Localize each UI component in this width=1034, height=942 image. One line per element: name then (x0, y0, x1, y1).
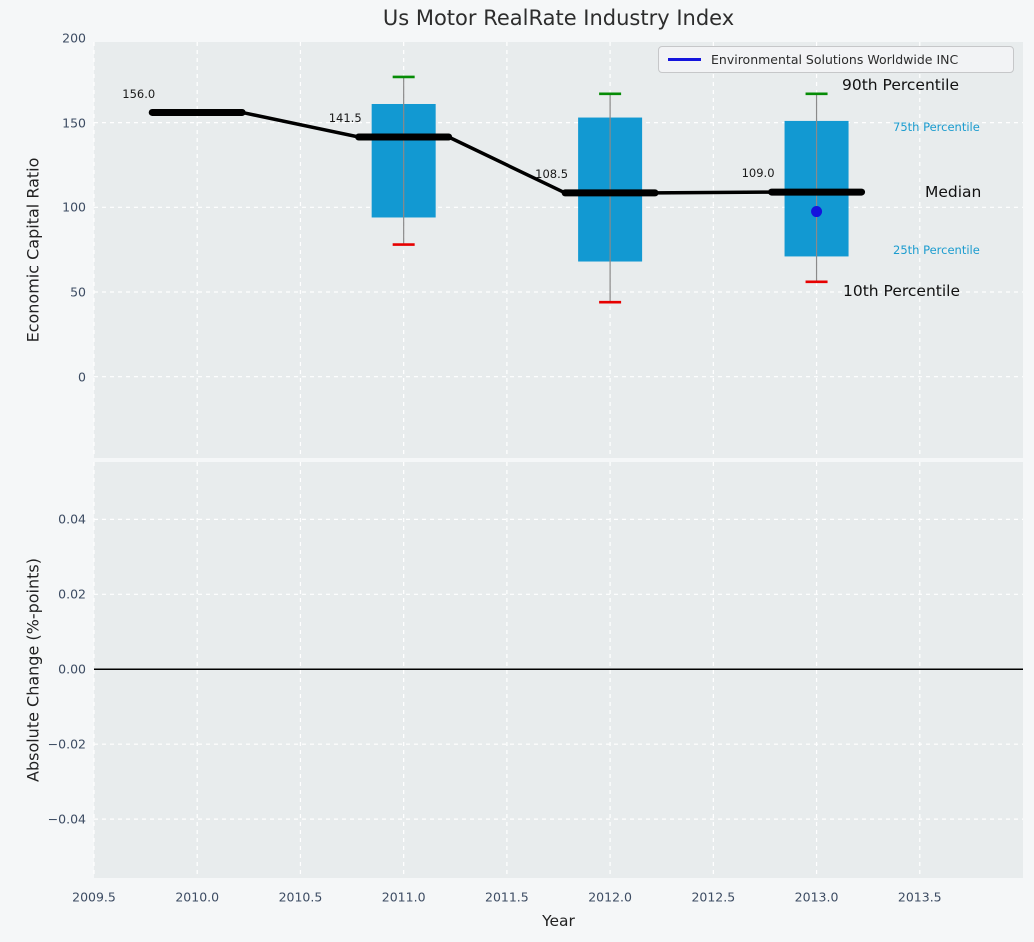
top-y-tick-label: 50 (70, 284, 86, 300)
x-tick-label: 2013.5 (897, 889, 942, 905)
median-value-annotation: 109.0 (741, 166, 775, 181)
y-axis-label-bottom: Absolute Change (%-points) (23, 558, 43, 782)
legend: Environmental Solutions Worldwide INC (658, 46, 1014, 73)
top-y-tick-label: 150 (62, 115, 86, 131)
x-axis-label: Year (542, 912, 575, 930)
x-tick-label: 2010.0 (175, 889, 220, 905)
x-tick-label: 2012.5 (691, 889, 736, 905)
bottom-y-tick-label: 0.00 (58, 661, 86, 677)
y-axis-label-top: Economic Capital Ratio (23, 157, 43, 343)
top-axes-background (94, 42, 1023, 458)
median-value-annotation: 156.0 (122, 86, 156, 101)
feature-label-75th-percentile: 75th Percentile (893, 120, 980, 134)
top-y-tick-label: 100 (62, 199, 86, 215)
median-value-annotation: 141.5 (328, 111, 362, 126)
x-tick-label: 2011.0 (381, 889, 426, 905)
x-tick-label: 2013.0 (794, 889, 839, 905)
company-point (811, 206, 823, 218)
median-value-annotation: 108.5 (535, 167, 569, 182)
top-y-tick-label: 200 (62, 30, 86, 46)
bottom-y-tick-label: −0.04 (47, 811, 86, 827)
x-tick-label: 2009.5 (72, 889, 116, 905)
bottom-y-tick-label: −0.02 (47, 736, 86, 752)
x-tick-label: 2011.5 (485, 889, 529, 905)
bottom-y-tick-label: 0.04 (58, 511, 86, 527)
top-y-tick-label: 0 (78, 369, 86, 385)
x-tick-label: 2012.0 (588, 889, 632, 905)
x-tick-label: 2010.5 (278, 889, 323, 905)
legend-line-swatch (668, 58, 701, 61)
feature-label-90th-percentile: 90th Percentile (842, 76, 960, 94)
bottom-y-tick-label: 0.02 (58, 586, 86, 602)
feature-label-10th-percentile: 10th Percentile (843, 282, 961, 300)
feature-label-median: Median (925, 183, 982, 201)
feature-label-25th-percentile: 25th Percentile (893, 243, 980, 257)
legend-label: Environmental Solutions Worldwide INC (711, 52, 959, 67)
median-connector-line (152, 110, 862, 195)
chart-title: Us Motor RealRate Industry Index (382, 6, 735, 30)
